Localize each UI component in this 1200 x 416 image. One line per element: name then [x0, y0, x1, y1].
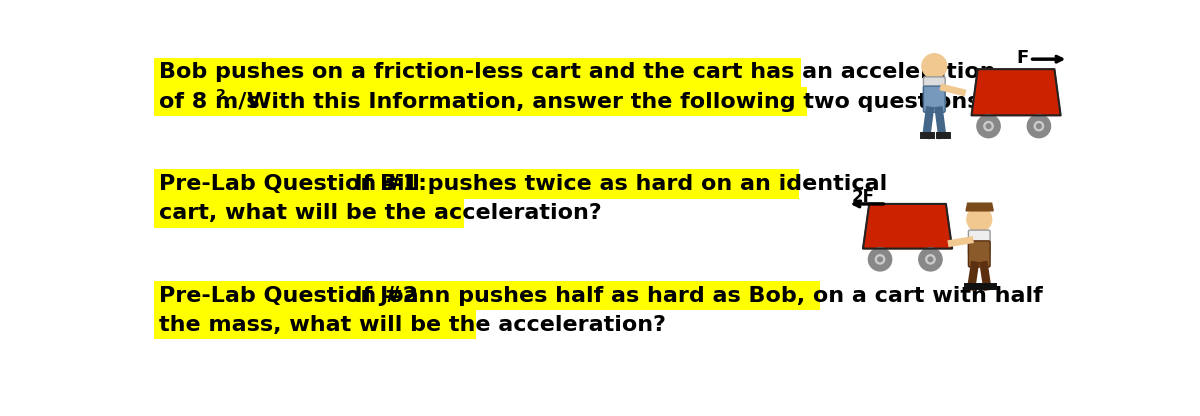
- Circle shape: [869, 248, 892, 271]
- Text: If Bill pushes twice as hard on an identical: If Bill pushes twice as hard on an ident…: [340, 174, 887, 194]
- Text: Bob pushes on a friction-less cart and the cart has an acceleration: Bob pushes on a friction-less cart and t…: [160, 62, 996, 82]
- Bar: [154, 310, 475, 339]
- Text: 2F: 2F: [851, 188, 875, 206]
- Bar: [154, 198, 464, 228]
- Circle shape: [986, 124, 991, 129]
- Circle shape: [919, 248, 942, 271]
- FancyBboxPatch shape: [968, 230, 990, 255]
- Text: F: F: [1016, 49, 1028, 67]
- Text: .  With this Information, answer the following two questions:: . With this Information, answer the foll…: [223, 92, 989, 111]
- Text: Pre-Lab Question #1:: Pre-Lab Question #1:: [160, 174, 427, 194]
- Circle shape: [876, 255, 884, 264]
- Text: the mass, what will be the acceleration?: the mass, what will be the acceleration?: [160, 315, 666, 335]
- Circle shape: [925, 255, 935, 264]
- Circle shape: [1037, 124, 1042, 129]
- Circle shape: [984, 121, 994, 131]
- Polygon shape: [972, 69, 1061, 115]
- Text: 2: 2: [216, 88, 226, 102]
- Circle shape: [967, 207, 991, 232]
- FancyBboxPatch shape: [924, 86, 946, 112]
- Text: of 8 m/s: of 8 m/s: [160, 92, 260, 111]
- Bar: [154, 87, 808, 116]
- FancyBboxPatch shape: [924, 77, 946, 103]
- Text: If Joann pushes half as hard as Bob, on a cart with half: If Joann pushes half as hard as Bob, on …: [340, 285, 1043, 305]
- Circle shape: [922, 54, 947, 78]
- Polygon shape: [966, 203, 994, 211]
- Text: Pre-Lab Question #2:: Pre-Lab Question #2:: [160, 285, 427, 305]
- Circle shape: [877, 257, 882, 262]
- Circle shape: [977, 114, 1000, 138]
- Bar: [154, 58, 802, 87]
- Bar: [154, 169, 799, 198]
- FancyBboxPatch shape: [968, 241, 990, 267]
- Polygon shape: [863, 204, 952, 249]
- Text: cart, what will be the acceleration?: cart, what will be the acceleration?: [160, 203, 602, 223]
- Bar: [154, 281, 821, 310]
- Circle shape: [1034, 121, 1044, 131]
- Circle shape: [1027, 114, 1050, 138]
- Circle shape: [928, 257, 932, 262]
